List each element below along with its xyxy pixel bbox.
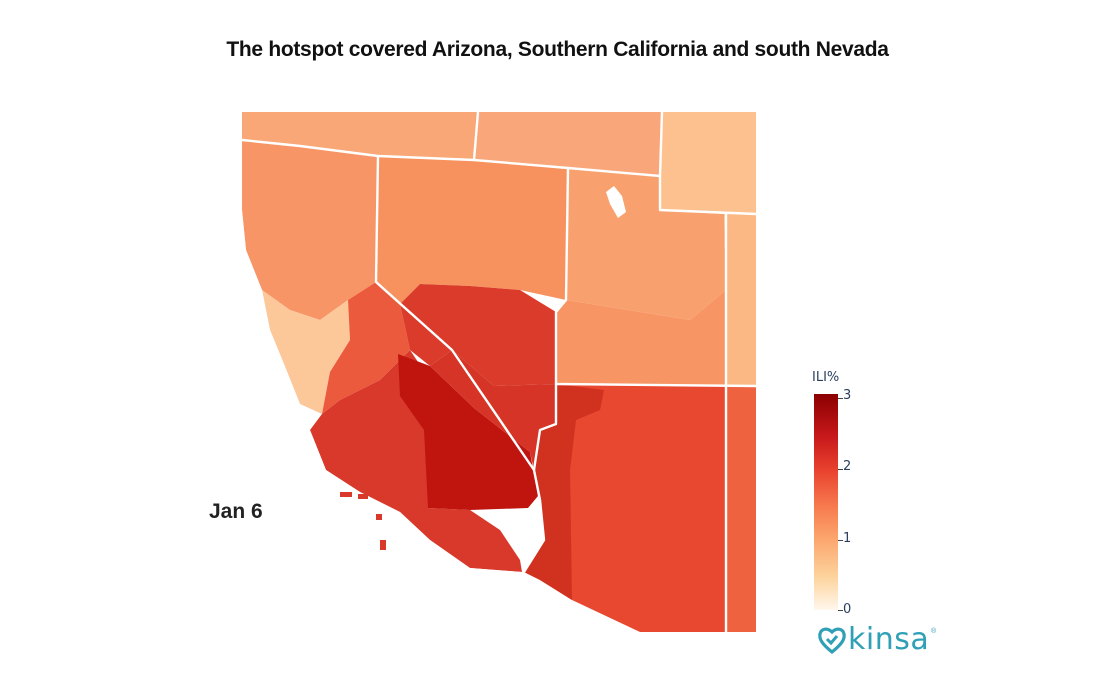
date-label: Jan 6 xyxy=(209,500,263,523)
region-western-arizona[interactable] xyxy=(524,384,604,600)
logo-registered-mark: ® xyxy=(931,628,937,635)
ocean xyxy=(242,210,522,632)
region-southern-california[interactable] xyxy=(310,350,522,572)
region-northern-nevada[interactable] xyxy=(376,156,568,304)
chart-title: The hotspot covered Arizona, Southern Ca… xyxy=(226,38,889,61)
colorbar-tick-label: 3 xyxy=(843,388,852,403)
logo-text: kinsa xyxy=(848,622,930,657)
region-central-california[interactable] xyxy=(322,282,410,414)
region-arizona[interactable] xyxy=(524,384,726,632)
heart-check-icon xyxy=(818,627,846,655)
kinsa-logo: kinsa ® xyxy=(818,620,938,660)
region-central-nevada[interactable] xyxy=(400,284,556,386)
region-northern-california[interactable] xyxy=(242,140,378,320)
colorbar xyxy=(814,394,838,610)
colorbar-tick-label: 0 xyxy=(843,602,852,617)
lake-icon xyxy=(606,186,626,218)
region-new-mexico-west[interactable] xyxy=(726,386,756,632)
colorbar-tick-label: 1 xyxy=(843,531,852,546)
region-wyoming[interactable] xyxy=(660,112,756,214)
region-bay-area[interactable] xyxy=(262,290,350,414)
region-idaho[interactable] xyxy=(474,112,662,176)
colorbar-tick xyxy=(838,469,843,470)
colorbar-tick xyxy=(838,398,843,399)
colorbar-tick-label: 2 xyxy=(843,459,852,474)
colorbar-tick xyxy=(838,610,843,611)
state-borders xyxy=(241,111,757,632)
region-colorado-west[interactable] xyxy=(724,214,756,386)
colorbar-title: ILI% xyxy=(812,370,840,385)
colorbar-tick xyxy=(838,540,843,541)
region-utah-south[interactable] xyxy=(556,290,726,386)
region-oregon[interactable] xyxy=(242,112,478,160)
channel-islands xyxy=(340,492,386,550)
region-san-bernardino[interactable] xyxy=(398,354,538,510)
region-utah-north[interactable] xyxy=(566,168,726,320)
